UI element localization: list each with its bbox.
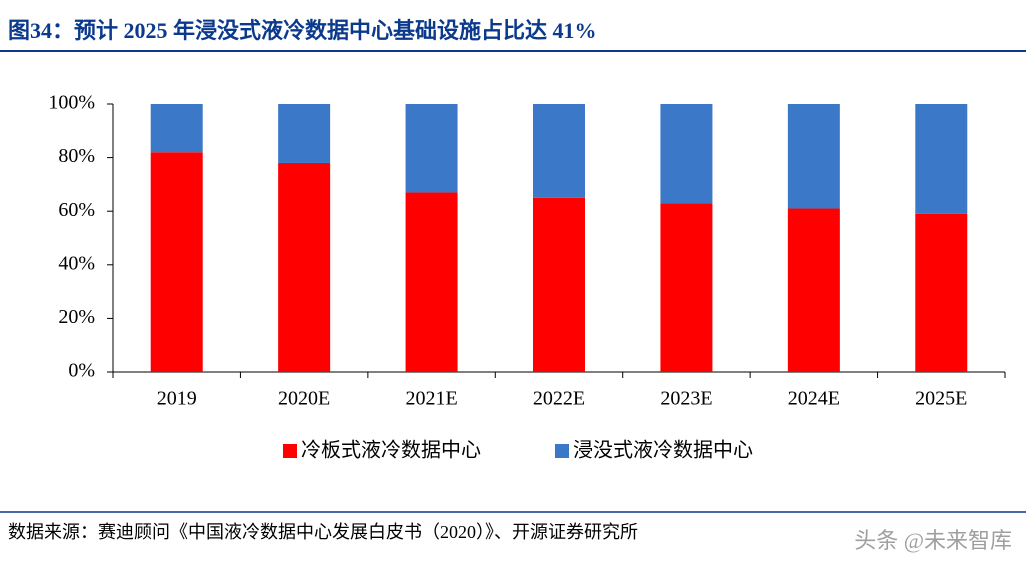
bar-segment bbox=[660, 104, 713, 204]
legend-swatch bbox=[555, 444, 569, 458]
bar-segment bbox=[533, 197, 585, 372]
x-tick-label: 2021E bbox=[405, 388, 457, 410]
y-tick-label: 0% bbox=[68, 360, 95, 382]
bar-segment bbox=[405, 104, 458, 193]
bar-segment bbox=[660, 203, 713, 372]
x-tick-label: 2023E bbox=[660, 388, 712, 410]
bar-segment bbox=[915, 213, 968, 372]
source: 数据来源：赛迪顾问《中国液冷数据中心发展白皮书（2020）》、开源证券研究所 bbox=[8, 522, 638, 542]
bar-segment bbox=[150, 152, 203, 372]
bar-segment bbox=[787, 208, 840, 372]
x-tick-label: 2024E bbox=[788, 388, 840, 410]
bar-segment bbox=[150, 104, 203, 153]
y-tick-label: 60% bbox=[58, 199, 95, 221]
watermark: 头条 @未来智库 bbox=[854, 528, 1012, 553]
x-tick-label: 2020E bbox=[278, 388, 330, 410]
x-tick-label: 2025E bbox=[915, 388, 967, 410]
legend-label: 浸没式液冷数据中心 bbox=[573, 439, 753, 462]
y-tick-label: 80% bbox=[58, 145, 95, 167]
bar-segment bbox=[533, 104, 585, 198]
x-tick-label: 2019 bbox=[157, 388, 197, 410]
x-tick-label: 2022E bbox=[533, 388, 585, 410]
bar-segment bbox=[278, 162, 331, 372]
legend-swatch bbox=[283, 444, 297, 458]
bar-segment bbox=[278, 104, 331, 163]
chart-title: 图34：预计 2025 年浸没式液冷数据中心基础设施占比达 41% bbox=[8, 18, 597, 43]
bar-segment bbox=[405, 192, 458, 372]
y-tick-label: 100% bbox=[48, 92, 95, 114]
legend-label: 冷板式液冷数据中心 bbox=[301, 439, 481, 462]
y-tick-label: 20% bbox=[58, 306, 95, 328]
bar-segment bbox=[787, 104, 840, 209]
bar-segment bbox=[915, 104, 968, 214]
y-tick-label: 40% bbox=[58, 252, 95, 274]
